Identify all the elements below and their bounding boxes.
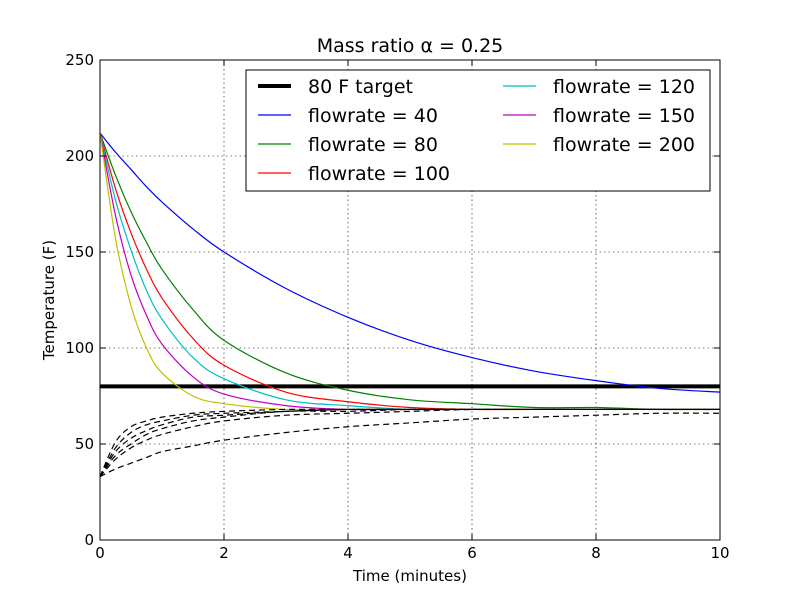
y-tick-label: 150 xyxy=(65,243,94,261)
chart-title: Mass ratio α = 0.25 xyxy=(317,35,504,57)
series-line-0 xyxy=(99,132,721,393)
legend-label: flowrate = 40 xyxy=(308,105,438,127)
dashed-line-0 xyxy=(99,412,721,478)
x-tick-label: 10 xyxy=(710,544,729,562)
legend-label: flowrate = 100 xyxy=(308,163,450,185)
y-tick-label: 250 xyxy=(65,51,94,69)
legend-box xyxy=(245,69,711,192)
x-tick-label: 2 xyxy=(219,544,229,562)
legend: 80 F target flowrate = 40 flowrate = 80 flo… xyxy=(245,69,711,192)
y-tick-label: 50 xyxy=(75,435,94,453)
legend-entries: 80 F target flowrate = 40 flowrate = 80 flo… xyxy=(258,76,695,185)
legend-label: flowrate = 120 xyxy=(553,76,695,98)
x-tick-label: 6 xyxy=(467,544,477,562)
y-tick-label: 100 xyxy=(65,339,94,357)
y-axis-label: Temperature (F) xyxy=(40,240,58,361)
x-tick-label: 0 xyxy=(95,544,105,562)
dashed-line-4 xyxy=(99,408,720,477)
dashed-series-layer xyxy=(99,408,721,478)
x-axis-label: Time (minutes) xyxy=(352,567,467,585)
legend-label: 80 F target xyxy=(308,76,413,98)
grid xyxy=(100,60,720,540)
legend-label: flowrate = 80 xyxy=(308,134,438,156)
legend-label: flowrate = 150 xyxy=(553,105,695,127)
legend-label: flowrate = 200 xyxy=(553,134,695,156)
x-tick-label: 4 xyxy=(343,544,353,562)
dashed-line-5 xyxy=(99,408,720,477)
series-line-1 xyxy=(99,132,721,411)
plot-frame xyxy=(99,59,721,541)
y-tick-label: 0 xyxy=(84,531,94,549)
x-tick-label: 8 xyxy=(591,544,601,562)
y-tick-label: 200 xyxy=(65,147,94,165)
